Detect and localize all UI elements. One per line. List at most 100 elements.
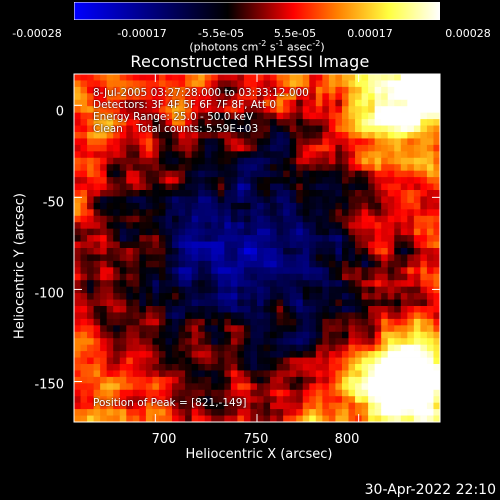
- heatmap-cell: [276, 248, 284, 255]
- heatmap-cell: [426, 293, 434, 300]
- heatmap-cell: [302, 318, 310, 326]
- heatmap-cell: [263, 93, 271, 101]
- heatmap-cell: [361, 119, 369, 126]
- heatmap-cell: [100, 177, 108, 184]
- heatmap-cell: [87, 248, 95, 255]
- heatmap-cell: [152, 389, 160, 397]
- heatmap-cell: [158, 331, 166, 339]
- heatmap-cell: [237, 196, 245, 204]
- heatmap-cell: [243, 144, 251, 152]
- heatmap-cell: [106, 325, 114, 333]
- heatmap-cell: [426, 351, 434, 358]
- heatmap-cell: [276, 280, 284, 288]
- heatmap-cell: [224, 248, 232, 255]
- heatmap-cell: [283, 99, 291, 107]
- heatmap-cell: [178, 325, 186, 333]
- heatmap-cell: [400, 157, 408, 165]
- heatmap-cell: [270, 151, 278, 159]
- heatmap-cell: [230, 331, 238, 339]
- heatmap-cell: [263, 112, 271, 120]
- heatmap-cell: [270, 389, 278, 397]
- heatmap-cell: [172, 235, 179, 242]
- heatmap-cell: [355, 222, 362, 230]
- heatmap-cell: [374, 383, 382, 391]
- heatmap-cell: [224, 376, 232, 384]
- heatmap-cell: [276, 138, 284, 146]
- heatmap-cell: [243, 331, 251, 339]
- heatmap-cell: [230, 260, 238, 268]
- heatmap-cell: [165, 106, 173, 114]
- heatmap-cell: [289, 144, 297, 152]
- heatmap-cell: [381, 86, 389, 94]
- heatmap-cell: [198, 267, 206, 275]
- heatmap-cell: [341, 273, 349, 281]
- heatmap-cell: [74, 93, 81, 101]
- heatmap-cell: [400, 254, 408, 262]
- heatmap-cell: [355, 293, 362, 300]
- heatmap-cell: [296, 157, 304, 165]
- heatmap-cell: [381, 370, 389, 378]
- heatmap-cell: [93, 112, 101, 120]
- heatmap-cell: [87, 235, 95, 242]
- heatmap-cell: [93, 80, 101, 88]
- heatmap-cell: [224, 260, 232, 268]
- heatmap-cell: [420, 312, 428, 320]
- heatmap-cell: [126, 209, 134, 217]
- heatmap-cell: [400, 376, 408, 384]
- heatmap-cell: [426, 164, 434, 172]
- heatmap-cell: [204, 93, 212, 101]
- heatmap-cell: [394, 151, 402, 159]
- heatmap-cell: [152, 370, 160, 378]
- heatmap-cell: [145, 222, 153, 230]
- heatmap-cell: [191, 235, 199, 242]
- heatmap-cell: [413, 228, 421, 236]
- heatmap-cell: [204, 312, 212, 320]
- heatmap-cell: [368, 170, 376, 178]
- heatmap-cell: [198, 164, 206, 172]
- heatmap-cell: [106, 299, 114, 307]
- heatmap-cell: [178, 235, 186, 242]
- heatmap-cell: [126, 183, 134, 191]
- heatmap-cell: [257, 267, 264, 275]
- heatmap-cell: [237, 125, 245, 133]
- heatmap-cell: [119, 312, 127, 320]
- heatmap-cell: [139, 209, 147, 217]
- heatmap-cell: [250, 183, 258, 191]
- heatmap-cell: [355, 260, 362, 268]
- heatmap-cell: [93, 202, 101, 210]
- heatmap-cell: [413, 299, 421, 307]
- heatmap-cell: [426, 267, 434, 275]
- heatmap-cell: [322, 106, 330, 114]
- heatmap-cell: [257, 389, 264, 397]
- heatmap-cell: [374, 344, 382, 352]
- heatmap-cell: [198, 112, 206, 120]
- heatmap-cell: [178, 177, 186, 184]
- heatmap-cell: [289, 222, 297, 230]
- heatmap-cell: [191, 415, 199, 423]
- heatmap-cell: [178, 164, 186, 172]
- heatmap-cell: [80, 222, 88, 230]
- heatmap-cell: [204, 364, 212, 371]
- heatmap-cell: [191, 402, 199, 410]
- heatmap-cell: [257, 80, 264, 88]
- heatmap-cell: [270, 86, 278, 94]
- heatmap-cell: [237, 119, 245, 126]
- heatmap-cell: [93, 215, 101, 223]
- heatmap-cell: [328, 286, 336, 294]
- heatmap-cell: [132, 86, 140, 94]
- heatmap-cell: [211, 86, 219, 94]
- heatmap-cell: [335, 280, 343, 288]
- heatmap-cell: [309, 318, 317, 326]
- heatmap-cell: [100, 183, 108, 191]
- heatmap-cell: [198, 344, 206, 352]
- heatmap-cell: [374, 196, 382, 204]
- heatmap-cell: [243, 235, 251, 242]
- heatmap-cell: [74, 241, 81, 249]
- heatmap-cell: [158, 222, 166, 230]
- heatmap-cell: [328, 93, 336, 101]
- heatmap-cell: [381, 106, 389, 114]
- heatmap-cell: [315, 383, 323, 391]
- heatmap-cell: [178, 344, 186, 352]
- heatmap-cell: [139, 170, 147, 178]
